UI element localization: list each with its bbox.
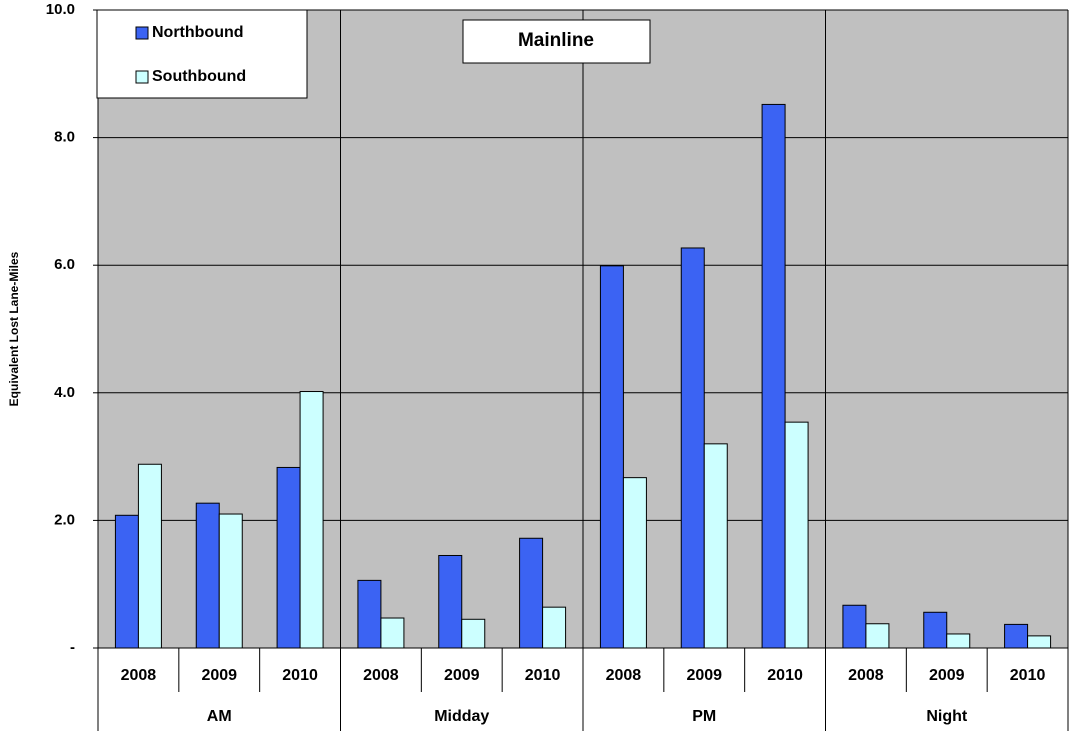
y-tick-label: 4.0 bbox=[54, 384, 75, 401]
y-tick-label: 2.0 bbox=[54, 511, 75, 528]
bar bbox=[357, 579, 382, 649]
legend-label: Southbound bbox=[152, 68, 246, 85]
bar bbox=[1027, 635, 1052, 649]
bar bbox=[1004, 623, 1029, 649]
bar bbox=[276, 466, 301, 649]
legend-box bbox=[96, 9, 308, 99]
bar bbox=[461, 618, 486, 649]
x-tick-label: 2009 bbox=[444, 667, 480, 684]
group-label: PM bbox=[692, 708, 716, 725]
x-tick-label: 2010 bbox=[1010, 667, 1046, 684]
y-tick-label: 10.0 bbox=[46, 1, 75, 18]
bar bbox=[542, 606, 567, 649]
bar bbox=[299, 391, 324, 649]
x-tick-label: 2009 bbox=[201, 667, 237, 684]
x-tick-label: 2010 bbox=[525, 667, 561, 684]
legend-label: Northbound bbox=[152, 24, 244, 41]
bar bbox=[218, 513, 243, 649]
x-tick-label: 2008 bbox=[363, 667, 399, 684]
bar bbox=[137, 463, 162, 649]
x-tick-label: 2010 bbox=[282, 667, 318, 684]
bar bbox=[865, 623, 890, 649]
x-tick-label: 2008 bbox=[606, 667, 642, 684]
y-tick-label: 6.0 bbox=[54, 256, 75, 273]
x-tick-label: 2009 bbox=[686, 667, 722, 684]
bar bbox=[761, 103, 786, 649]
bar bbox=[842, 604, 867, 649]
x-tick-label: 2009 bbox=[929, 667, 965, 684]
y-tick-label: - bbox=[70, 639, 75, 656]
legend-swatch bbox=[135, 26, 149, 40]
bar bbox=[946, 633, 971, 649]
bar bbox=[680, 247, 705, 649]
bar bbox=[622, 477, 647, 649]
x-tick-label: 2010 bbox=[767, 667, 803, 684]
x-tick-label: 2008 bbox=[121, 667, 157, 684]
bar bbox=[519, 537, 544, 649]
y-axis-label: Equivalent Lost Lane-Miles bbox=[7, 251, 21, 406]
group-label: Midday bbox=[434, 708, 489, 725]
title-box bbox=[462, 19, 651, 64]
x-tick-label: 2008 bbox=[848, 667, 884, 684]
group-label: AM bbox=[207, 708, 232, 725]
bar bbox=[599, 265, 624, 649]
y-tick-label: 8.0 bbox=[54, 129, 75, 146]
group-label: Night bbox=[926, 708, 968, 725]
bar bbox=[923, 611, 948, 649]
bar bbox=[114, 514, 139, 649]
bar bbox=[438, 554, 463, 649]
bar bbox=[195, 502, 220, 649]
chart-title: Mainline bbox=[518, 30, 594, 51]
bar bbox=[380, 617, 405, 649]
bar bbox=[784, 421, 809, 649]
legend-swatch bbox=[135, 70, 149, 84]
bar bbox=[703, 443, 728, 649]
